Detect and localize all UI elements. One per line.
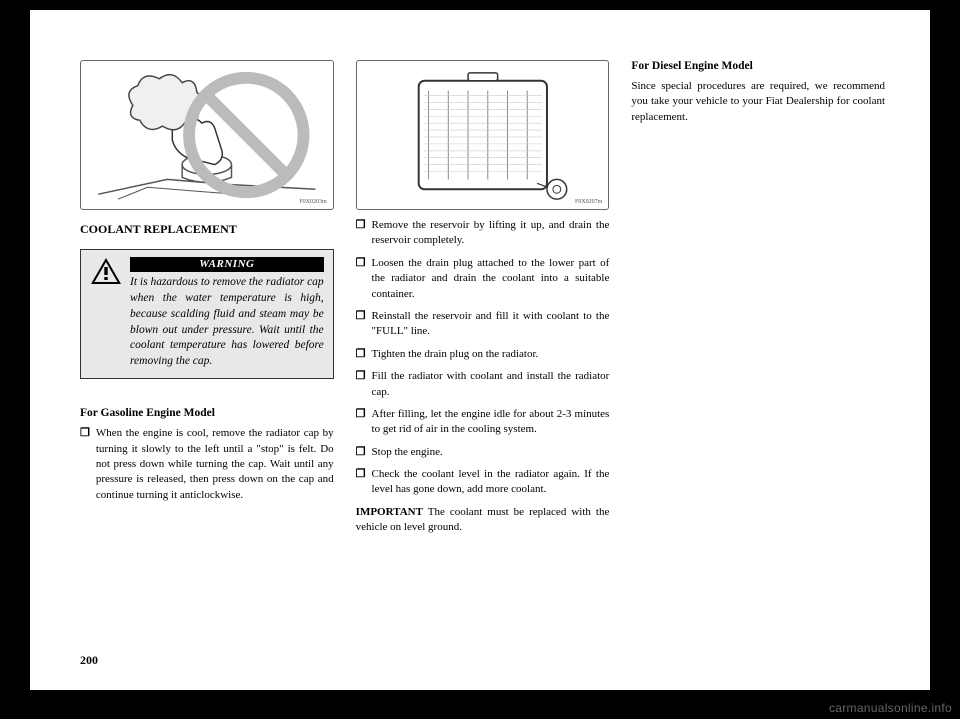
bullet-square-icon: ❒ [356, 256, 366, 302]
illustration-radiator: F0X0207m [356, 60, 610, 210]
bullet-item: ❒After filling, let the engine idle for … [356, 407, 610, 438]
bullet-text: After filling, let the engine idle for a… [372, 407, 610, 438]
bullet-text: Stop the engine. [372, 445, 443, 460]
bullet-text: Fill the radiator with coolant and insta… [372, 369, 610, 400]
bullet-item: ❒ When the engine is cool, remove the ra… [80, 426, 334, 503]
bullet-list: ❒Remove the reservoir by lifting it up, … [356, 218, 610, 505]
bullet-text: Check the coolant level in the radiator … [372, 467, 610, 498]
important-label: IMPORTANT [356, 506, 423, 518]
bullet-text: When the engine is cool, remove the radi… [96, 426, 334, 503]
bullet-square-icon: ❒ [356, 369, 366, 400]
radiator-svg [357, 61, 609, 209]
bullet-item: ❒ Tighten the drain plug on the radiator. [356, 347, 610, 362]
bullet-square-icon: ❒ [356, 467, 366, 498]
bullet-item: ❒Remove the reservoir by lifting it up, … [356, 218, 610, 249]
bullet-item: ❒ Stop the engine. [356, 445, 610, 460]
radiator-cap-svg [81, 61, 333, 209]
watermark: carmanualsonline.info [829, 701, 952, 715]
important-note: IMPORTANT The coolant must be replaced w… [356, 505, 610, 536]
warning-text: It is hazardous to remove the radiator c… [130, 275, 324, 370]
bullet-item: ❒Check the coolant level in the radiator… [356, 467, 610, 498]
warning-right: WARNING It is hazardous to remove the ra… [130, 257, 324, 370]
bullet-text: Loosen the drain plug attached to the lo… [372, 256, 610, 302]
warning-triangle-icon [90, 257, 122, 285]
page-number: 200 [80, 653, 98, 668]
bullet-square-icon: ❒ [356, 309, 366, 340]
bullet-text: Reinstall the reservoir and fill it with… [372, 309, 610, 340]
illus-code: F0X0203m [299, 199, 326, 205]
gasoline-subhead: For Gasoline Engine Model [80, 407, 334, 419]
bullet-square-icon: ❒ [356, 347, 366, 362]
warning-label: WARNING [130, 257, 324, 272]
warning-box: WARNING It is hazardous to remove the ra… [80, 249, 334, 379]
column-1: F0X0203m COOLANT REPLACEMENT WARNING It … [80, 60, 334, 660]
bullet-square-icon: ❒ [356, 218, 366, 249]
bullet-square-icon: ❒ [356, 445, 366, 460]
manual-page: F0X0203m COOLANT REPLACEMENT WARNING It … [30, 10, 930, 690]
bullet-item: ❒Fill the radiator with coolant and inst… [356, 369, 610, 400]
bullet-item: ❒Loosen the drain plug attached to the l… [356, 256, 610, 302]
bullet-square-icon: ❒ [80, 426, 90, 503]
warning-header: WARNING It is hazardous to remove the ra… [90, 257, 324, 370]
illus-code: F0X0207m [575, 199, 602, 205]
bullet-text: Tighten the drain plug on the radiator. [372, 347, 539, 362]
diesel-para: Since special procedures are required, w… [631, 79, 885, 125]
bullet-square-icon: ❒ [356, 407, 366, 438]
diesel-subhead: For Diesel Engine Model [631, 60, 885, 72]
column-3: For Diesel Engine Model Since special pr… [631, 60, 885, 660]
illustration-radiator-cap: F0X0203m [80, 60, 334, 210]
bullet-item: ❒Reinstall the reservoir and fill it wit… [356, 309, 610, 340]
section-title: COOLANT REPLACEMENT [80, 222, 334, 237]
bullet-text: Remove the reservoir by lifting it up, a… [372, 218, 610, 249]
column-2: F0X0207m ❒Remove the reservoir by liftin… [356, 60, 610, 660]
